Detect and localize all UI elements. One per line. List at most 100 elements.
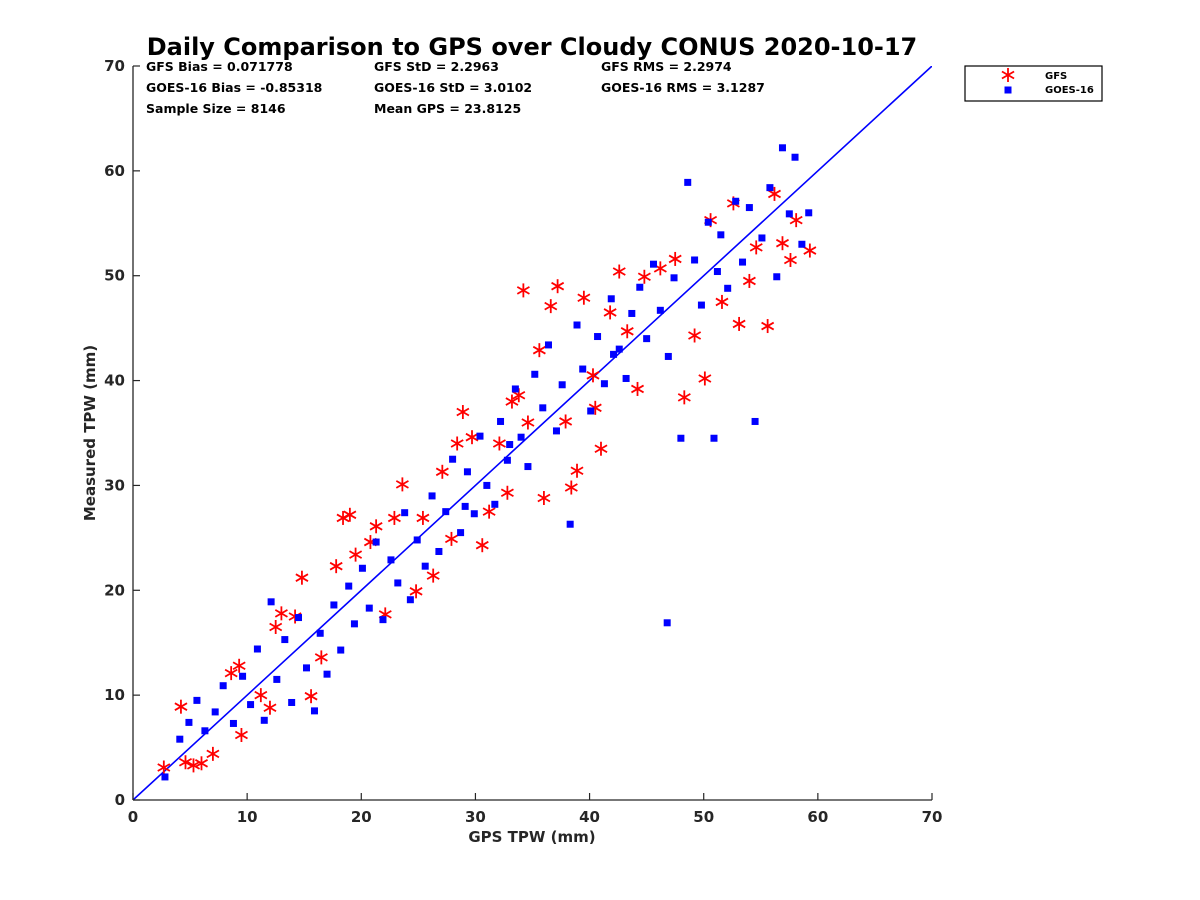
gfs-point <box>500 485 514 500</box>
goes16-point <box>552 427 560 435</box>
gfs-point <box>551 279 565 294</box>
goes16-point <box>579 365 587 373</box>
goes16-point <box>350 620 358 628</box>
y-tick-label: 40 <box>104 372 125 390</box>
gfs-point <box>586 368 600 383</box>
goes16-point <box>491 500 499 508</box>
gfs-point <box>409 584 423 599</box>
goes16-point <box>247 701 255 709</box>
goes16-point <box>295 614 303 622</box>
goes16-point <box>503 456 511 464</box>
goes16-point <box>778 144 786 152</box>
goes16-point <box>302 664 310 672</box>
legend-box <box>964 65 1103 102</box>
goes16-point <box>337 646 345 654</box>
goes16-point <box>185 718 193 726</box>
legend-goes-marker <box>1004 86 1012 94</box>
goes16-point <box>745 204 753 212</box>
goes16-point <box>428 492 436 500</box>
goes16-point <box>684 178 692 186</box>
goes16-point <box>260 716 268 724</box>
goes16-point <box>372 538 380 546</box>
gfs-point <box>456 405 470 420</box>
gfs-point <box>570 463 584 478</box>
goes16-point <box>176 735 184 743</box>
goes16-point <box>449 455 457 463</box>
gfs-point <box>742 273 756 288</box>
gfs-point <box>603 305 617 320</box>
goes16-point <box>273 675 281 683</box>
gfs-point <box>349 547 363 562</box>
gfs-point <box>450 436 464 451</box>
goes16-point <box>517 433 525 441</box>
x-tick-label: 40 <box>579 808 600 826</box>
gfs-point <box>274 606 288 621</box>
stat-gfs-rms: GFS RMS = 2.2974 <box>601 59 732 74</box>
goes16-point <box>558 381 566 389</box>
gfs-point <box>715 294 729 309</box>
goes16-point <box>281 636 289 644</box>
gfs-point <box>426 568 440 583</box>
gfs-point <box>232 658 246 673</box>
goes16-point <box>483 481 491 489</box>
goes16-point <box>664 352 672 360</box>
goes16-point <box>732 197 740 205</box>
gfs-point <box>157 760 171 775</box>
legend: GFS GOES-16 <box>964 65 1103 102</box>
gfs-point <box>789 213 803 228</box>
goes16-point <box>791 153 799 161</box>
gfs-point <box>767 186 781 201</box>
legend-goes16-square <box>1004 86 1012 94</box>
gfs-point <box>532 343 546 358</box>
goes16-point <box>798 240 806 248</box>
gfs-point <box>304 689 318 704</box>
goes16-point <box>636 283 644 291</box>
legend-gfs-marker <box>1001 68 1015 82</box>
gfs-point <box>314 650 328 665</box>
gfs-point <box>482 504 496 519</box>
goes16-point <box>615 345 623 353</box>
goes16-point <box>524 463 532 471</box>
x-ticks: 0 10 20 30 40 50 60 70 <box>128 793 942 826</box>
stat-goes-std: GOES-16 StD = 3.0102 <box>374 80 532 95</box>
goes16-point <box>358 564 366 572</box>
gfs-point <box>516 283 530 298</box>
chart-title: Daily Comparison to GPS over Cloudy CONU… <box>147 33 918 61</box>
gfs-point <box>620 324 634 339</box>
goes16-point <box>470 510 478 518</box>
goes16-point <box>239 672 247 680</box>
x-axis-label: GPS TPW (mm) <box>468 828 595 846</box>
goes16-point <box>330 601 338 609</box>
gfs-point <box>559 414 573 429</box>
gfs-point <box>329 559 343 574</box>
y-tick-label: 30 <box>104 476 125 494</box>
stat-gfs-std: GFS StD = 2.2963 <box>374 59 499 74</box>
goes16-point <box>531 370 539 378</box>
goes16-point <box>401 509 409 517</box>
legend-gfs-asterisk <box>1001 68 1015 82</box>
gfs-point <box>783 252 797 267</box>
gfs-point <box>803 243 817 258</box>
goes16-point <box>663 619 671 627</box>
gfs-point <box>194 756 208 771</box>
goes16-point <box>288 698 296 706</box>
goes16-point <box>544 341 552 349</box>
goes16-point <box>476 432 484 440</box>
stat-gfs-bias: GFS Bias = 0.071778 <box>146 59 293 74</box>
goes16-point <box>387 556 395 564</box>
legend-goes-label: GOES-16 <box>1045 85 1094 96</box>
one-to-one-line <box>133 66 932 800</box>
goes16-point <box>253 645 261 653</box>
x-tick-label: 60 <box>807 808 828 826</box>
goes16-point <box>594 333 602 341</box>
legend-gfs-label: GFS <box>1045 71 1067 82</box>
gfs-point <box>465 430 479 445</box>
gfs-point <box>677 390 691 405</box>
goes16-point <box>323 670 331 678</box>
y-tick-label: 70 <box>104 57 125 75</box>
gfs-point <box>594 441 608 456</box>
x-tick-label: 20 <box>351 808 372 826</box>
goes16-point <box>697 301 705 309</box>
y-tick-label: 60 <box>104 162 125 180</box>
